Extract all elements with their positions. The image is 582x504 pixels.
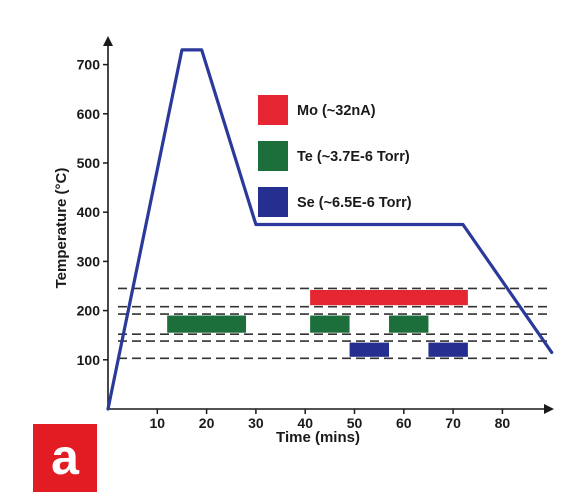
flux-bar-se-4: [349, 342, 390, 357]
y-tick-label-700: 700: [77, 57, 101, 73]
flux-bars: [167, 289, 468, 357]
y-tick-label-300: 300: [77, 253, 101, 269]
x-tick-label-60: 60: [396, 415, 412, 431]
dashed-lines: [118, 287, 548, 360]
flux-bar-se-5: [428, 342, 468, 357]
y-axis-label: Temperature (°C): [53, 168, 70, 289]
x-tick-label-20: 20: [199, 415, 215, 431]
temperature-line: [106, 48, 554, 411]
y-axis-arrow: [103, 36, 113, 46]
y-tick-label-500: 500: [77, 155, 101, 171]
legend-label-mo: Mo (~32nA): [297, 103, 376, 119]
x-axis-label: Time (mins): [276, 429, 360, 446]
flux-bar-mo-0: [310, 289, 468, 306]
legend-swatch-se: [258, 187, 288, 217]
x-tick-label-40: 40: [297, 415, 313, 431]
x-tick-label-30: 30: [248, 415, 264, 431]
y-tick-label-200: 200: [77, 303, 101, 319]
legend-swatch-mo: [258, 95, 288, 125]
flux-bar-te-1: [167, 315, 247, 333]
panel-label: a: [51, 429, 79, 485]
flux-bar-te-2: [310, 315, 350, 333]
x-tick-label-80: 80: [495, 415, 511, 431]
x-tick-label-50: 50: [347, 415, 363, 431]
axes: [103, 36, 554, 414]
panel-label-box: [33, 424, 97, 492]
x-axis-arrow: [544, 404, 554, 414]
tick-labels: 10 20 30 40 50 60 70 80 100 200 300 400 500 600 700: [77, 57, 511, 431]
legend-label-te: Te (~3.7E-6 Torr): [297, 149, 410, 165]
legend-label-se: Se (~6.5E-6 Torr): [297, 195, 412, 211]
x-tick-label-10: 10: [150, 415, 166, 431]
y-tick-label-600: 600: [77, 106, 101, 122]
legend: Mo (~32nA) Te (~3.7E-6 Torr) Se (~6.5E-6 T…: [258, 95, 412, 217]
x-tick-label-70: 70: [445, 415, 461, 431]
legend-swatch-te: [258, 141, 288, 171]
flux-bar-te-3: [389, 315, 429, 333]
temperature-profile: [106, 48, 554, 411]
y-tick-label-100: 100: [77, 352, 101, 368]
y-tick-label-400: 400: [77, 204, 101, 220]
